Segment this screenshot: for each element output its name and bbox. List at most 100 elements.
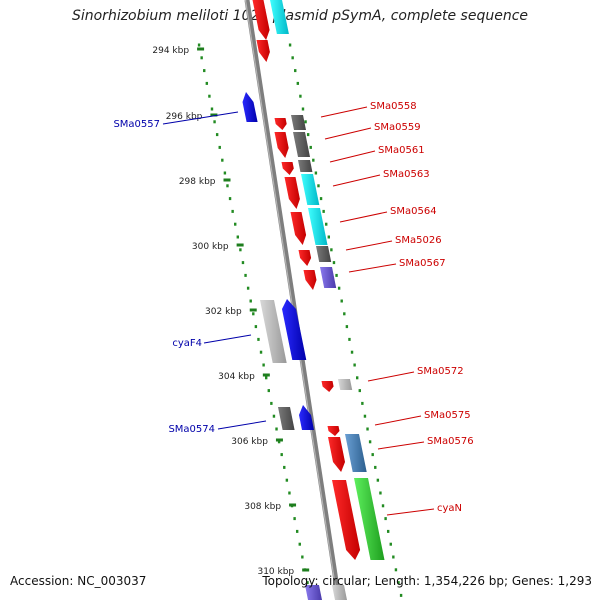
scale-dot bbox=[335, 273, 338, 277]
scale-tick-label: 294 kbp bbox=[152, 46, 189, 56]
cog-feature bbox=[332, 585, 347, 600]
reverse-strand-gene bbox=[282, 299, 307, 360]
label-leader-line bbox=[320, 106, 368, 118]
gene-label: cyaN bbox=[437, 503, 462, 514]
gene-label: SMa0576 bbox=[427, 436, 474, 447]
scale-ticks: 294 kbp 296 kbp 298 kbp 300 kbp 302 kbp 304 k… bbox=[152, 46, 310, 577]
cog-feature bbox=[270, 0, 289, 34]
cog-feature bbox=[338, 379, 353, 390]
forward-strand-gene bbox=[252, 0, 270, 40]
cog-feature bbox=[301, 174, 320, 205]
gene-label: SMa0561 bbox=[378, 145, 425, 156]
scale-dot bbox=[244, 273, 247, 277]
scale-dot bbox=[291, 56, 294, 60]
scale-tick-label: 306 kbp bbox=[231, 437, 268, 447]
scale-dot bbox=[252, 312, 255, 316]
scale-dot bbox=[218, 145, 221, 149]
scale-dot bbox=[301, 555, 304, 559]
scale-dot bbox=[231, 209, 234, 213]
scale-dot bbox=[283, 465, 286, 469]
forward-strand-gene bbox=[303, 270, 317, 290]
label-leader-line bbox=[329, 150, 376, 163]
gene-labels: SMa0557 cyaF4 SMa0574 SMa0558 SMa0559 SMa0561… bbox=[113, 101, 473, 514]
scale-dot bbox=[350, 350, 354, 354]
scale-dot bbox=[265, 376, 268, 380]
scale-dot bbox=[228, 197, 232, 201]
cog-feature bbox=[298, 160, 313, 172]
cog-feature bbox=[291, 115, 306, 130]
cog-feature bbox=[354, 478, 385, 560]
scale-dot bbox=[327, 235, 331, 239]
scale-dot bbox=[312, 158, 315, 162]
forward-strand-gene bbox=[274, 132, 289, 158]
scale-dot bbox=[277, 440, 281, 444]
scale-dot bbox=[353, 363, 356, 367]
scale-dot bbox=[306, 581, 309, 585]
scale-dot bbox=[294, 69, 297, 73]
scale-dot bbox=[301, 107, 305, 111]
scale-dot bbox=[330, 248, 333, 252]
scale-dot bbox=[332, 261, 336, 265]
scale-dot bbox=[317, 184, 320, 188]
backbone-highlight bbox=[244, 0, 339, 600]
scale-dot bbox=[257, 337, 260, 341]
scale-tick-label: 296 kbp bbox=[166, 112, 203, 122]
label-leader-line bbox=[324, 127, 372, 140]
scale-dots bbox=[197, 43, 403, 597]
forward-strand-gene bbox=[290, 212, 307, 245]
scale-dot bbox=[205, 81, 209, 85]
scale-dot bbox=[262, 363, 265, 367]
scale-dot bbox=[363, 414, 367, 418]
reverse-strand-gene bbox=[299, 405, 314, 430]
cog-feature bbox=[308, 208, 328, 245]
scale-dot bbox=[358, 389, 361, 393]
scale-tick-label: 298 kbp bbox=[179, 177, 216, 187]
cog-feature bbox=[278, 407, 295, 430]
forward-strand-gene bbox=[328, 437, 345, 472]
cog-feature bbox=[345, 434, 367, 472]
scale-dot bbox=[295, 529, 299, 533]
scale-dot bbox=[210, 107, 214, 111]
label-leader-line bbox=[332, 174, 381, 187]
cog-feature bbox=[260, 300, 287, 363]
scale-dot bbox=[345, 325, 349, 329]
label-leader-line bbox=[377, 441, 425, 450]
scale-dot bbox=[384, 517, 387, 521]
backbone-line bbox=[244, 0, 342, 600]
cog-feature bbox=[293, 132, 310, 157]
scale-dot bbox=[299, 94, 302, 98]
cog-feature bbox=[320, 267, 337, 288]
scale-dot bbox=[389, 542, 392, 546]
cog-feature bbox=[316, 246, 332, 262]
scale-dot bbox=[304, 120, 307, 124]
label-leader-line bbox=[162, 111, 239, 125]
scale-dot bbox=[236, 235, 240, 239]
gene-label: SMa0559 bbox=[374, 122, 421, 133]
scale-tick-label: 308 kbp bbox=[244, 502, 281, 512]
gene-label: SMa0564 bbox=[390, 206, 437, 217]
scale-tick-label: 304 kbp bbox=[218, 372, 255, 382]
scale-dot bbox=[288, 491, 291, 495]
scale-dot bbox=[381, 504, 385, 508]
cog-feature bbox=[305, 585, 322, 600]
gene-label: SMa0557 bbox=[113, 119, 160, 130]
label-leaders bbox=[162, 106, 435, 516]
gene-label: cyaF4 bbox=[172, 338, 202, 349]
gene-label: SMa0567 bbox=[399, 258, 446, 269]
topology-text: Topology: circular; Length: 1,354,226 bp… bbox=[262, 574, 592, 588]
scale-dot bbox=[319, 197, 323, 201]
scale-dot bbox=[223, 171, 227, 175]
scale-dot bbox=[296, 81, 300, 85]
map-title: Sinorhizobium meliloti 1021 plasmid pSym… bbox=[71, 8, 529, 24]
scale-dot bbox=[239, 248, 242, 252]
label-leader-line bbox=[367, 371, 415, 382]
scale-dot bbox=[241, 261, 245, 265]
label-leader-line bbox=[374, 415, 422, 426]
scale-dot bbox=[203, 69, 206, 73]
forward-strand-gene bbox=[281, 162, 294, 175]
forward-strand-gene bbox=[256, 40, 270, 62]
scale-dot bbox=[306, 133, 310, 137]
label-leader-line bbox=[348, 263, 397, 273]
scale-dot bbox=[376, 478, 380, 482]
